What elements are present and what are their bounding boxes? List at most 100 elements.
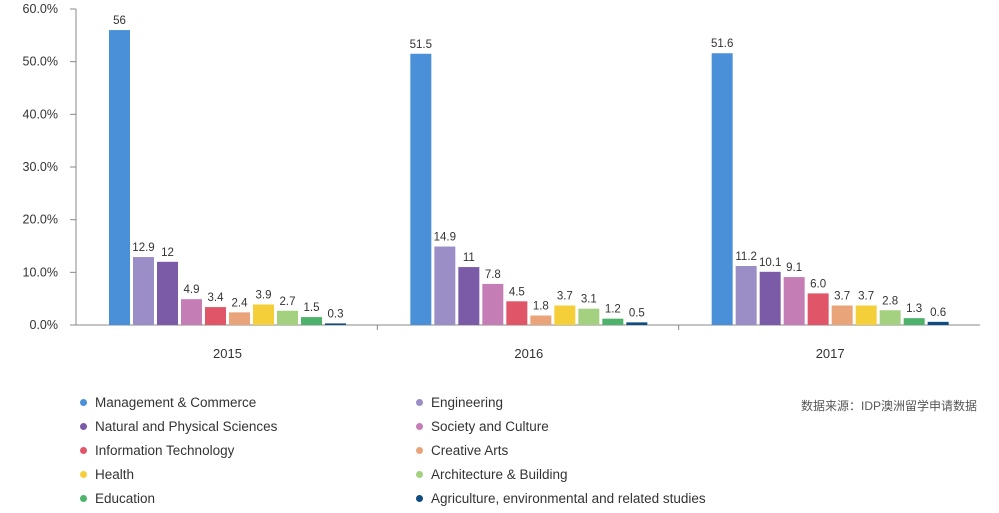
legend-label: Management & Commerce [95,395,257,410]
x-tick-label: 2017 [816,346,845,361]
data-label: 11.2 [735,251,757,263]
y-tick-label: 40.0% [23,107,58,121]
data-label: 7.8 [485,269,501,281]
data-label: 4.9 [184,284,200,296]
bar [301,317,322,325]
bar [855,305,877,325]
data-label: 2.8 [882,295,898,307]
legend-swatch [416,446,423,454]
bar [482,283,504,325]
legend-label: Agriculture, environmental and related s… [431,491,706,506]
y-tick-label: 30.0% [23,160,58,174]
legend-item: Health [80,467,134,482]
data-label: 51.5 [410,39,432,51]
bar [157,261,178,325]
legend-swatch [80,446,87,454]
data-label: 3.7 [834,291,850,303]
data-label: 1.5 [304,302,320,314]
legend-item: Architecture & Building [416,467,568,482]
legend-label: Engineering [431,395,504,410]
bar [783,277,805,325]
data-label: 0.3 [328,308,344,320]
legend-label: Architecture & Building [431,467,568,482]
legend-swatch [416,422,423,430]
data-label: 3.7 [557,291,573,303]
bar [253,304,274,325]
bar [554,305,576,325]
bar [133,257,154,325]
bar [903,318,925,325]
bar [807,293,829,325]
data-label: 1.2 [605,304,621,316]
legend-item: Society and Culture [416,419,549,434]
legend-item: Creative Arts [416,443,508,458]
legend-item: Engineering [416,395,503,410]
data-source-note: 数据来源：IDP澳洲留学申请数据 [800,399,977,413]
data-label: 1.3 [906,303,922,315]
data-label: 14.9 [434,232,456,244]
bar [181,299,202,325]
bar [205,307,226,325]
bar-chart: 0.0% 10.0% 20.0% 30.0% 40.0% 50.0% 60.0% 56 12.9… [23,2,980,361]
data-label: 3.9 [256,289,272,301]
bar [506,301,528,325]
y-tick-label: 0.0% [30,318,59,332]
data-label: 0.5 [629,307,645,319]
data-label: 10.1 [759,257,781,269]
legend-swatch [416,494,423,502]
data-label: 9.1 [786,262,802,274]
bar [434,246,456,325]
bar [735,266,757,325]
legend-swatch [80,398,87,406]
legend-item: Education [80,491,155,506]
legend-label: Education [95,491,156,506]
legend-item: Agriculture, environmental and related s… [416,491,706,506]
legend-item: Information Technology [80,443,234,458]
bar [109,30,130,326]
bar [530,315,552,325]
legend-label: Health [95,467,135,482]
y-tick-label: 50.0% [23,55,58,69]
bar [325,323,346,325]
legend-swatch [416,398,423,406]
y-tick-label: 10.0% [23,265,58,279]
data-label: 51.6 [711,38,733,50]
data-label: 11 [463,252,475,264]
legend-label: Information Technology [95,443,235,458]
bar [410,53,432,326]
data-label: 6.0 [810,278,826,290]
data-label: 12.9 [132,242,154,254]
legend-item: Natural and Physical Sciences [80,419,277,434]
y-tick-label: 60.0% [23,2,58,16]
data-label: 2.4 [232,297,249,309]
x-tick-label: 2015 [213,346,242,361]
data-label: 3.7 [858,291,874,303]
data-label: 0.6 [930,307,946,319]
bar [602,318,624,325]
data-label: 1.8 [533,301,549,313]
legend-item: Management & Commerce [80,395,256,410]
legend-swatch [80,494,87,502]
data-label: 56 [113,15,126,27]
data-label: 12 [161,247,174,259]
legend-swatch [80,470,87,478]
legend-label: Natural and Physical Sciences [95,419,278,434]
bar [229,312,250,325]
bar [711,53,733,326]
y-tick-label: 20.0% [23,213,58,227]
legend-swatch [416,470,423,478]
bar [759,271,781,325]
bar [277,310,298,325]
bar [927,321,949,325]
bar [626,322,648,325]
data-label: 3.4 [208,292,225,304]
data-label: 4.5 [509,286,525,298]
bar [879,310,901,325]
data-label: 2.7 [280,296,296,308]
data-label: 3.1 [581,294,597,306]
x-tick-label: 2016 [514,346,543,361]
bar [578,308,600,325]
legend-label: Creative Arts [431,443,509,458]
bar [831,305,853,325]
